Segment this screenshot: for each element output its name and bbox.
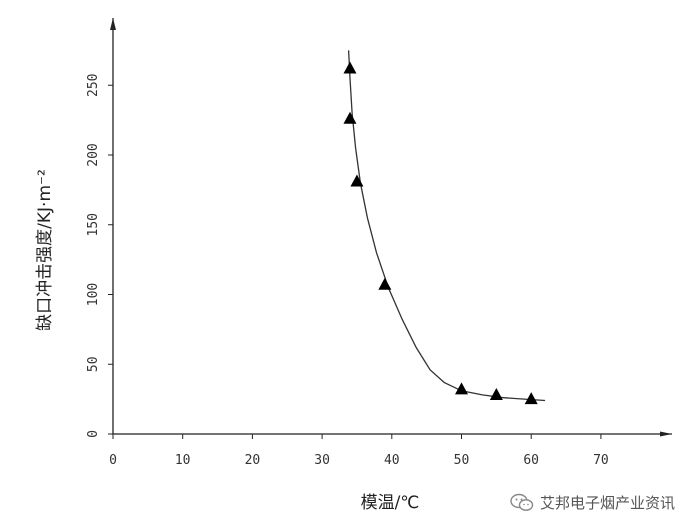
y-tick-label: 150: [86, 213, 101, 236]
x-tick-label: 40: [384, 453, 400, 468]
data-point-triangle: [378, 277, 392, 290]
ticks: 0 10 20 30 40 50 60 70 0 50 100 150 200 250: [86, 74, 609, 468]
x-tick-label: 60: [523, 453, 539, 468]
data-points: [343, 61, 538, 405]
y-tick-label: 250: [86, 74, 101, 97]
x-tick-label: 30: [314, 453, 330, 468]
y-tick-label: 100: [86, 283, 101, 306]
data-point-triangle: [489, 387, 503, 400]
data-point-triangle: [343, 61, 357, 74]
data-point-triangle: [343, 111, 357, 124]
fit-curve: [347, 50, 546, 402]
x-axis-arrow: [660, 431, 672, 437]
axes: [110, 18, 672, 437]
y-tick-label: 0: [86, 430, 101, 438]
watermark-text: 艾邦电子烟产业资讯: [539, 494, 675, 512]
y-axis-title: 缺口冲击强度/KJ·m⁻²: [35, 169, 55, 331]
data-point-triangle: [455, 382, 468, 395]
x-tick-label: 70: [593, 453, 609, 468]
wechat-icon: [510, 493, 534, 511]
x-tick-label: 50: [454, 453, 470, 468]
watermark: 艾邦电子烟产业资讯: [510, 492, 675, 513]
x-tick-label: 10: [175, 453, 191, 468]
y-axis-arrow: [110, 18, 116, 30]
x-axis-title: 模温/℃: [361, 493, 420, 513]
x-tick-label: 20: [245, 453, 261, 468]
data-point-triangle: [524, 392, 538, 405]
y-tick-label: 200: [86, 143, 101, 166]
y-tick-label: 50: [86, 356, 101, 372]
x-tick-label: 0: [109, 453, 117, 468]
data-point-triangle: [350, 174, 364, 187]
